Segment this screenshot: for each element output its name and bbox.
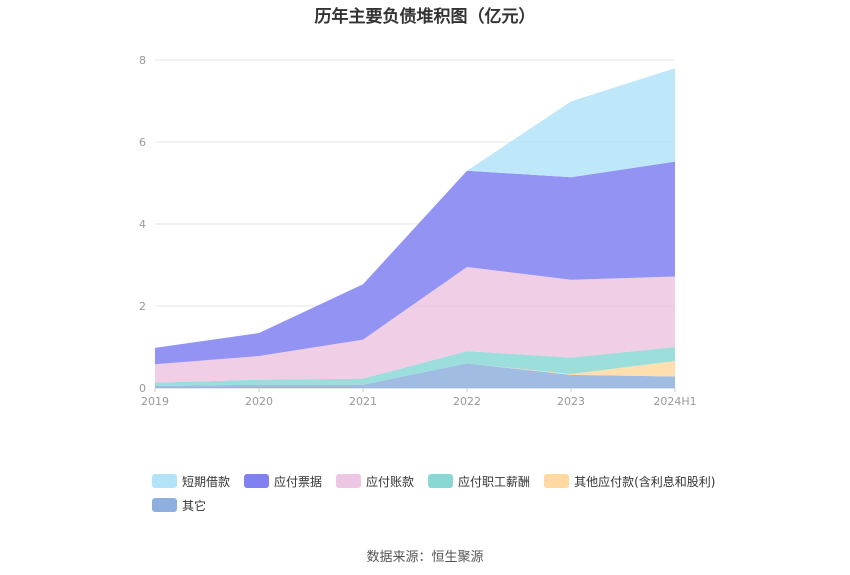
y-tick-label: 0	[139, 382, 146, 395]
x-tick-label: 2024H1	[653, 395, 696, 408]
legend-item[interactable]: 应付职工薪酬	[428, 472, 530, 490]
area-series	[155, 347, 675, 386]
legend-item[interactable]: 应付票据	[244, 472, 322, 490]
data-source: 数据来源：恒生聚源	[366, 550, 484, 565]
legend-label: 应付票据	[274, 474, 323, 489]
legend-label: 应付职工薪酬	[458, 474, 531, 489]
legend-swatch	[544, 474, 570, 488]
y-tick-label: 6	[139, 136, 146, 149]
legend-item[interactable]: 其它	[152, 496, 206, 514]
y-tick-label: 2	[139, 300, 146, 313]
x-tick-label: 2021	[349, 395, 377, 408]
x-tick-label: 2020	[245, 395, 273, 408]
legend-item[interactable]: 应付账款	[336, 472, 414, 490]
chart-title: 历年主要负债堆积图（亿元）	[314, 7, 536, 27]
legend-label: 短期借款	[182, 474, 231, 489]
legend-item[interactable]: 短期借款	[152, 472, 230, 490]
area-series	[155, 363, 675, 388]
x-tick-label: 2019	[141, 395, 169, 408]
legend-item[interactable]: 其他应付款(含利息和股利)	[544, 472, 715, 490]
y-tick-label: 4	[139, 218, 146, 231]
legend-swatch	[428, 474, 454, 488]
area-series	[155, 267, 675, 383]
legend-swatch	[244, 474, 270, 488]
legend-label: 其他应付款(含利息和股利)	[574, 474, 716, 489]
legend-swatch	[336, 474, 362, 488]
legend-label: 其它	[182, 498, 207, 513]
y-tick-label: 8	[139, 54, 146, 67]
area-series	[155, 68, 675, 348]
stacked-area-chart: 0 2 4 6 8 2019 2020 2021 2022 2023 2024H1	[139, 54, 697, 408]
legend-label: 应付账款	[366, 474, 415, 489]
x-tick-label: 2023	[557, 395, 585, 408]
chart-legend: 短期借款 应付票据 应付账款 应付职工薪酬 其他应付款(含利息和股利) 其它	[152, 472, 732, 514]
area-series	[155, 161, 675, 365]
x-tick-label: 2022	[453, 395, 481, 408]
legend-swatch	[152, 498, 177, 512]
legend-swatch	[152, 474, 177, 488]
